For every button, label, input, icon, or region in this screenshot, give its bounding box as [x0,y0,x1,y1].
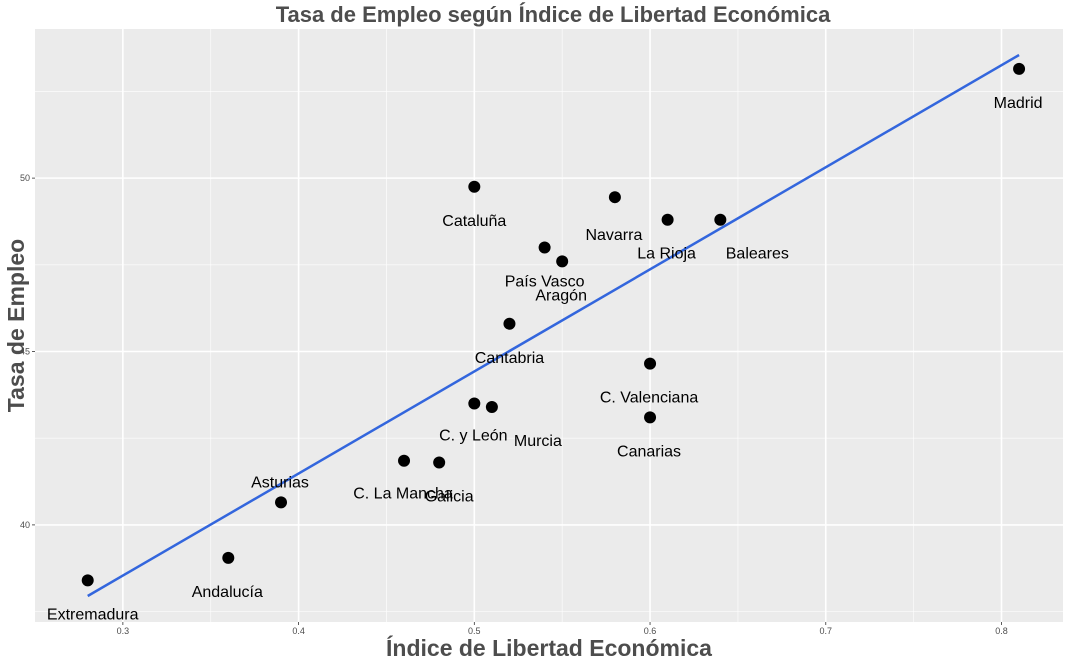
y-axis-ticks: 40 45 50 [20,173,35,530]
x-axis-ticks: 0.3 0.4 0.5 0.6 0.7 0.8 [117,622,1008,636]
point-label: Galicia [425,488,474,505]
point-label: Aragón [535,287,587,304]
major-gridlines [35,29,1063,622]
data-point [714,213,727,226]
y-tick-label: 40 [20,520,30,530]
data-point [538,241,551,254]
point-label: País Vasco [505,273,585,290]
data-point [608,191,621,204]
data-point [398,454,411,467]
data-point [468,180,481,193]
data-point [1013,62,1026,75]
x-tick-label: 0.6 [644,626,657,636]
data-point [81,574,94,587]
data-point [433,456,446,469]
point-label: Asturias [251,474,309,491]
point-label: Cantabria [475,350,544,367]
point-label: Cataluña [442,213,506,230]
data-point [222,551,235,564]
trend-line [87,53,1020,598]
x-tick-label: 0.5 [468,626,481,636]
point-label: Navarra [585,227,642,244]
data-point [661,213,674,226]
y-axis-title: Tasa de Empleo [3,239,29,412]
point-label: Baleares [726,246,789,263]
x-tick-label: 0.7 [820,626,833,636]
x-tick-label: 0.3 [117,626,130,636]
data-point [485,400,498,413]
data-point [275,496,288,509]
x-tick-label: 0.4 [292,626,305,636]
x-tick-label: 0.8 [995,626,1008,636]
minor-gridlines [35,29,1063,622]
point-label: Canarias [617,443,681,460]
y-tick-label: 50 [20,173,30,183]
data-point [468,397,481,410]
point-label: Murcia [514,433,562,450]
point-label: C. Valenciana [600,390,699,407]
point-label: Andalucía [192,584,263,601]
point-label: Madrid [994,95,1043,112]
data-point [644,411,657,424]
chart-title: Tasa de Empleo según Índice de Libertad … [276,2,831,27]
y-tick-label: 45 [20,347,30,357]
point-labels: Extremadura Andalucía Asturias C. La Mancha… [47,95,1043,624]
x-axis-title: Índice de Libertad Económica [386,634,712,661]
point-label: Extremadura [47,606,139,623]
point-label: C. y León [439,428,507,445]
data-points [81,62,1026,587]
point-label: La Rioja [637,246,696,263]
data-point [503,317,516,330]
data-point [556,255,569,268]
point-label: C. La Mancha [353,486,453,503]
data-point [644,357,657,370]
